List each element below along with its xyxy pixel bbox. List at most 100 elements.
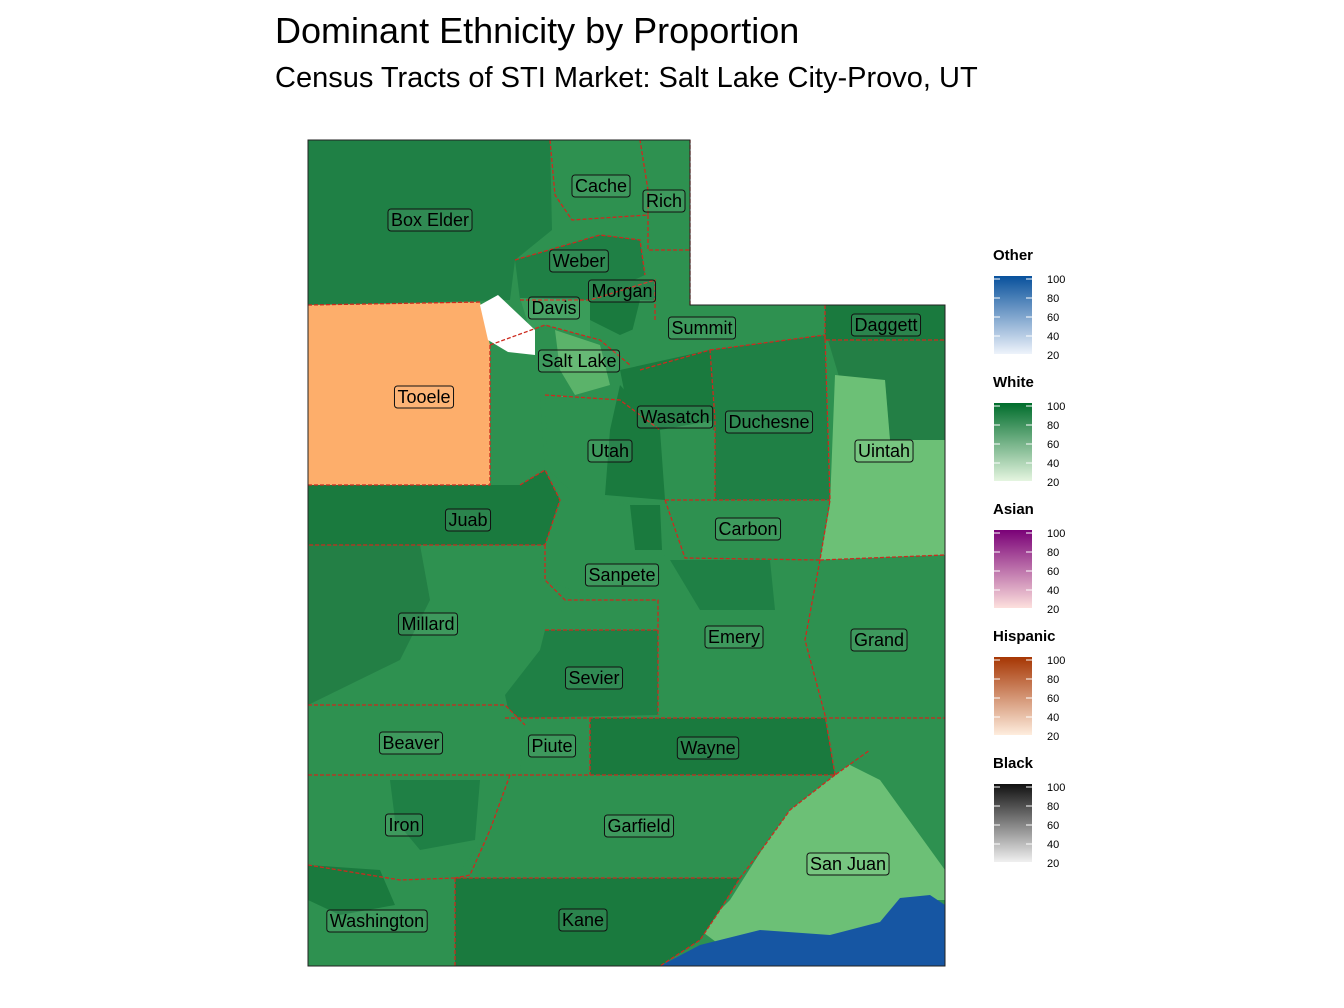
county-label-box [444, 508, 492, 532]
legend: Other 100 80 60 40 20 White 100 80 60 40 20 Asian 100… [993, 247, 1065, 870]
county-label-box [537, 349, 621, 373]
region-utah-dark [605, 385, 665, 500]
region-juab [308, 470, 560, 545]
county-label-text: Garfield [607, 816, 670, 836]
county-label: Sanpete [584, 563, 660, 587]
legend-tick-label: 60 [1047, 312, 1059, 324]
legend-title: Black [993, 755, 1034, 772]
county-label: Weber [549, 249, 609, 273]
legend-tick-label: 80 [1047, 293, 1059, 305]
county-label-box [397, 612, 459, 636]
border-1 [549, 139, 649, 221]
legend-title: Hispanic [993, 628, 1056, 645]
county-label-text: Weber [553, 251, 606, 271]
legend-tick-label: 80 [1047, 547, 1059, 559]
border-2 [647, 215, 690, 251]
region-uintah-light [820, 375, 945, 560]
county-label-text: Wayne [680, 738, 735, 758]
county-label: Millard [397, 612, 459, 636]
county-label-box [806, 852, 890, 876]
legend-tick-label: 100 [1047, 528, 1065, 540]
legend-tick-label: 80 [1047, 674, 1059, 686]
region-box-elder [308, 140, 552, 305]
county-label-text: Juab [448, 510, 487, 530]
county-label-text: Grand [854, 630, 904, 650]
county-label-text: Cache [575, 176, 627, 196]
county-label-text: Utah [591, 441, 629, 461]
region-beaver [308, 705, 525, 775]
county-label-box [704, 625, 764, 649]
region-grand [805, 555, 945, 718]
county-label: Garfield [603, 814, 675, 838]
legend-title: Asian [993, 501, 1034, 518]
region-sevier [505, 630, 658, 718]
legend-other: Other 100 80 60 40 20 [993, 247, 1065, 362]
region-duchesne [710, 335, 830, 500]
legend-asian: Asian 100 80 60 40 20 [993, 501, 1065, 616]
legend-tick-label: 60 [1047, 693, 1059, 705]
legend-tick-label: 100 [1047, 401, 1065, 413]
legend-colorbar [994, 784, 1032, 862]
region-uintah [828, 340, 945, 440]
legend-title: White [993, 374, 1034, 391]
county-label: Salt Lake [537, 349, 621, 373]
county-label-text: Rich [646, 191, 682, 211]
county-label-text: Morgan [591, 281, 652, 301]
legend-title: Other [993, 247, 1033, 264]
border-15 [664, 499, 821, 561]
border-3 [514, 234, 646, 276]
county-label: Duchesne [724, 410, 814, 434]
county-label: Uintah [854, 439, 914, 463]
border-22 [454, 774, 511, 879]
county-label-box [850, 313, 922, 337]
county-label-box [587, 439, 633, 463]
border-5 [307, 301, 481, 306]
legend-tick-label: 80 [1047, 801, 1059, 813]
county-label-text: San Juan [810, 854, 886, 874]
legend-colorbar [994, 530, 1032, 608]
legend-white: White 100 80 60 40 20 [993, 374, 1065, 489]
county-label-box [642, 189, 686, 213]
county-label-box [854, 439, 914, 463]
region-tooele [308, 302, 490, 485]
border-13 [308, 469, 561, 546]
legend-tick-label: 40 [1047, 712, 1059, 724]
county-label: Emery [704, 625, 764, 649]
legend-tick-label: 40 [1047, 458, 1059, 470]
county-label-text: Kane [562, 910, 604, 930]
county-label-text: Davis [531, 298, 576, 318]
county-label: Tooele [393, 385, 455, 409]
state-outline [307, 139, 946, 967]
legend-tick-label: 100 [1047, 655, 1065, 667]
region-washington-dark [308, 865, 395, 915]
border-21 [308, 749, 871, 776]
region-piute [505, 718, 590, 775]
legend-colorbar [994, 657, 1032, 735]
county-label: Summit [667, 316, 737, 340]
county-label-text: Beaver [382, 733, 439, 753]
region-no-data [480, 295, 535, 355]
county-label-box [584, 563, 660, 587]
county-label-box [558, 908, 608, 932]
region-wasatch [620, 350, 715, 430]
region-salt-lake-urban [555, 330, 610, 395]
legend-tick-label: 20 [1047, 477, 1059, 489]
county-label: Washington [326, 909, 428, 933]
region-other [660, 895, 945, 966]
county-label: Davis [527, 296, 581, 320]
county-label-box [387, 208, 473, 232]
region-rich [640, 140, 690, 250]
region-millard-dark [308, 545, 430, 705]
county-label-text: Salt Lake [541, 351, 616, 371]
county-label: Morgan [587, 279, 657, 303]
region-san-juan [700, 750, 945, 945]
border-12 [544, 394, 661, 431]
legend-tick-label: 80 [1047, 420, 1059, 432]
county-label: Wayne [676, 736, 740, 760]
border-26 [819, 554, 946, 561]
region-garfield [455, 775, 835, 878]
legend-colorbar [994, 403, 1032, 481]
county-label-box [564, 666, 624, 690]
county-label-text: Sanpete [588, 565, 655, 585]
legend-tick-label: 20 [1047, 350, 1059, 362]
